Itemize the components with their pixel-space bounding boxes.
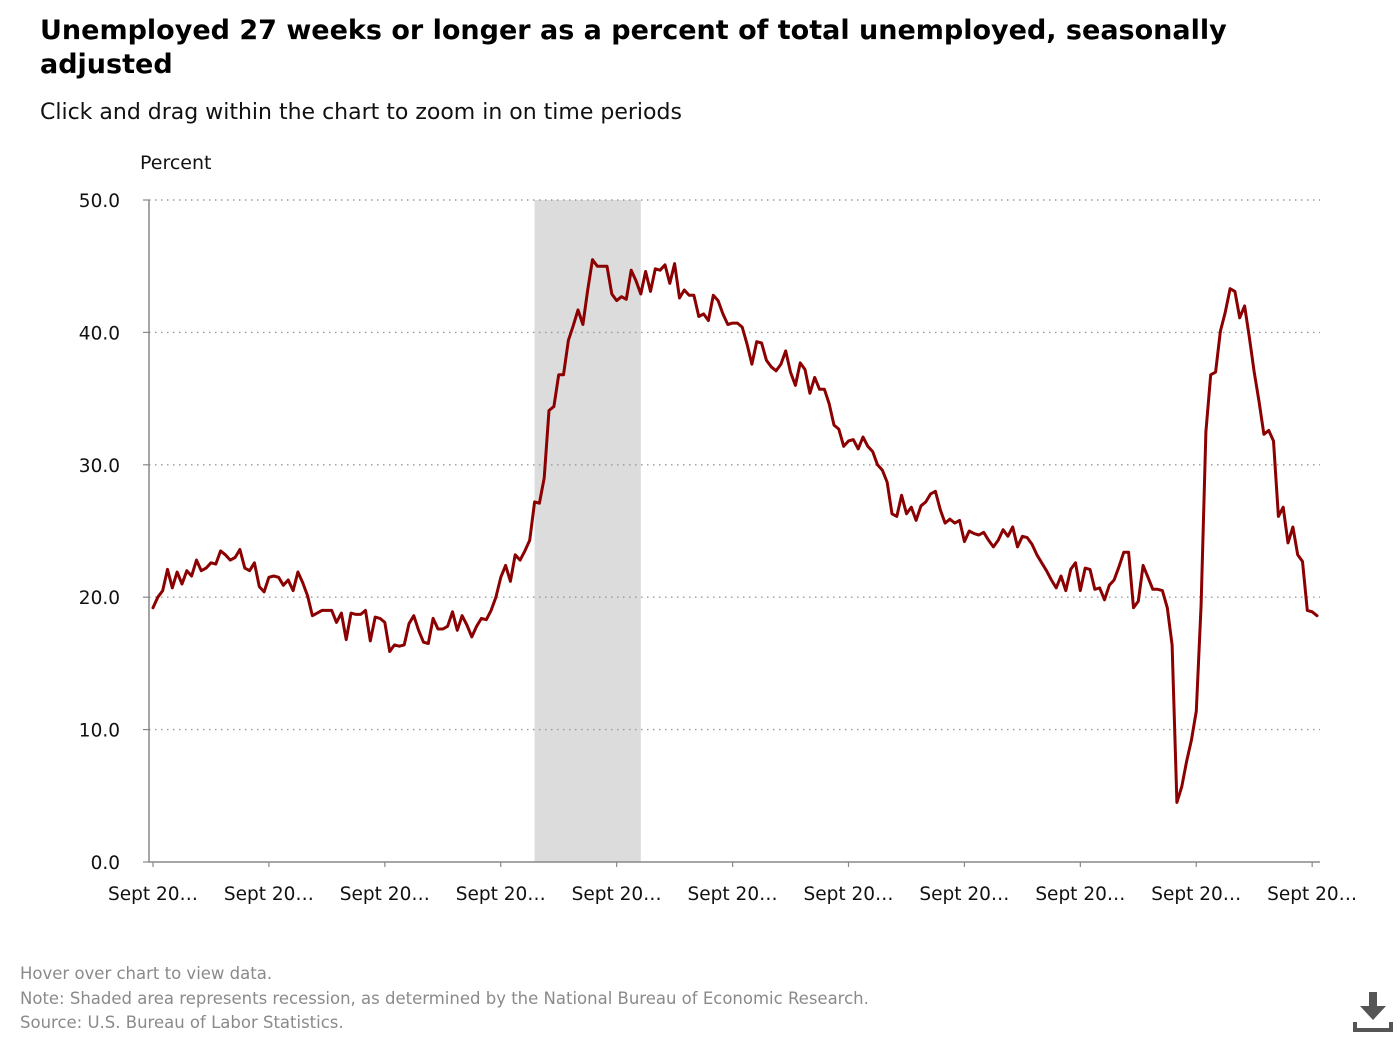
recession-bands: [534, 200, 641, 862]
line-chart[interactable]: Percent 0.0 10.0 20.0 30.0 40.0 50.0 Sept 20……: [0, 0, 1400, 930]
x-tick-label-5: Sept 20…: [688, 884, 778, 905]
x-tick-label-2: Sept 20…: [340, 884, 430, 905]
gridlines: [149, 199, 1320, 731]
recession-band-0: [534, 200, 641, 862]
x-tick-label-10: Sept 20…: [1267, 884, 1357, 905]
y-tick-label-3: 30.0: [79, 456, 120, 477]
y-tick-labels: 0.0 10.0 20.0 30.0 40.0 50.0: [79, 191, 149, 874]
x-tick-label-4: Sept 20…: [572, 884, 662, 905]
y-tick-label-1: 10.0: [79, 721, 120, 742]
x-tick-labels: Sept 20… Sept 20… Sept 20… Sept 20… Sept 20……: [108, 862, 1357, 905]
chart-title: Unemployed 27 weeks or longer as a perce…: [40, 15, 1227, 80]
x-tick-label-1: Sept 20…: [224, 884, 314, 905]
y-tick-label-5: 50.0: [79, 191, 120, 212]
download-icon: [1353, 992, 1393, 1032]
axes: [148, 200, 1320, 863]
y-tick-label-4: 40.0: [79, 323, 120, 344]
x-tick-label-7: Sept 20…: [919, 884, 1009, 905]
source-note: Source: U.S. Bureau of Labor Statistics.: [20, 1013, 344, 1032]
y-tick-label-0: 0.0: [91, 853, 120, 874]
chart-subtitle: Click and drag within the chart to zoom …: [40, 100, 682, 125]
x-tick-label-3: Sept 20…: [456, 884, 546, 905]
x-tick-label-6: Sept 20…: [803, 884, 893, 905]
hover-note: Hover over chart to view data.: [20, 964, 273, 983]
series-line: [151, 258, 1319, 804]
y-axis-label: Percent: [140, 152, 212, 174]
series: [151, 258, 1319, 804]
recession-note: Note: Shaded area represents recession, …: [20, 988, 869, 1008]
download-button[interactable]: [1352, 990, 1394, 1034]
x-tick-label-9: Sept 20…: [1151, 884, 1241, 905]
x-tick-label-8: Sept 20…: [1035, 884, 1125, 905]
chart-footer: Hover over chart to view data. Note: Sha…: [20, 962, 869, 1036]
x-tick-label-0: Sept 20…: [108, 884, 198, 905]
y-tick-label-2: 20.0: [79, 588, 120, 609]
